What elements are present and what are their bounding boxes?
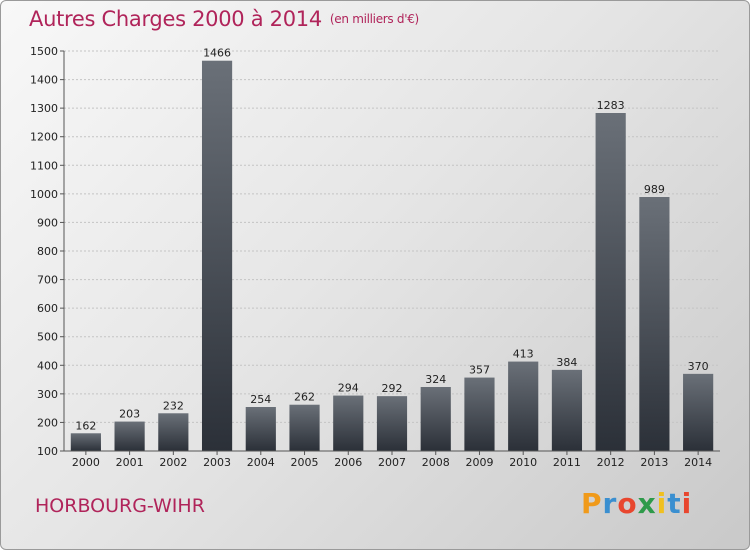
value-label-2012: 1283 <box>597 99 625 112</box>
y-tick-label: 100 <box>37 445 58 458</box>
bar-2000 <box>70 433 101 451</box>
y-tick-label: 300 <box>37 388 58 401</box>
x-tick-label-2014: 2014 <box>684 456 712 469</box>
chart-title-unit: (en milliers d'€) <box>329 12 419 26</box>
bar-2005 <box>289 404 320 451</box>
x-tick-label-2009: 2009 <box>465 456 493 469</box>
value-label-2003: 1466 <box>203 47 231 60</box>
bars: 162 203 232 1466 254 262 294 292 324 357 413 384 128… <box>70 47 714 451</box>
logo-letter: P <box>581 487 603 520</box>
x-tick-label-2000: 2000 <box>72 456 100 469</box>
chart-title: Autres Charges 2000 à 2014 (en milliers d… <box>29 7 419 31</box>
logo-letter: o <box>617 487 638 520</box>
y-axis: 100 200 300 400 500 600 700 800 900 1000 1100 1200 1… <box>30 45 65 458</box>
logo-letter: i <box>656 487 668 520</box>
bar-2008 <box>420 387 451 451</box>
value-label-2013: 989 <box>644 183 665 196</box>
x-tick-label-2003: 2003 <box>203 456 231 469</box>
bar-2001 <box>114 421 145 451</box>
y-tick-label: 1300 <box>30 102 58 115</box>
bar-2013 <box>639 197 670 451</box>
bar-2009 <box>464 377 495 451</box>
x-tick-label-2004: 2004 <box>247 456 275 469</box>
y-tick-label: 600 <box>37 302 58 315</box>
y-tick-label: 1400 <box>30 74 58 87</box>
proxiti-logo: Proxiti <box>581 487 692 520</box>
x-axis: 2000 2001 2002 2003 2004 2005 2006 2007 2008 2009… <box>64 450 720 469</box>
x-tick-label-2012: 2012 <box>597 456 625 469</box>
location-label: HORBOURG-WIHR <box>35 495 205 517</box>
value-label-2005: 262 <box>294 391 315 404</box>
y-tick-label: 400 <box>37 359 58 372</box>
y-tick-label: 700 <box>37 274 58 287</box>
x-tick-label-2006: 2006 <box>334 456 362 469</box>
x-tick-label-2013: 2013 <box>640 456 668 469</box>
logo-letter: x <box>637 487 657 520</box>
x-tick-label-2001: 2001 <box>116 456 144 469</box>
logo-letter: i <box>681 487 693 520</box>
y-tick-label: 500 <box>37 331 58 344</box>
value-label-2006: 294 <box>338 382 359 395</box>
value-label-2009: 357 <box>469 364 490 377</box>
bar-2012 <box>595 113 626 451</box>
bar-2010 <box>508 361 539 451</box>
x-tick-label-2011: 2011 <box>553 456 581 469</box>
bar-2004 <box>245 407 276 451</box>
logo-letter: t <box>667 487 682 520</box>
x-tick-label-2005: 2005 <box>291 456 319 469</box>
x-tick-label-2010: 2010 <box>509 456 537 469</box>
bar-2006 <box>333 395 364 451</box>
value-label-2002: 232 <box>163 399 184 412</box>
y-tick-label: 900 <box>37 216 58 229</box>
value-label-2011: 384 <box>556 356 577 369</box>
x-tick-label-2008: 2008 <box>422 456 450 469</box>
value-label-2001: 203 <box>119 408 140 421</box>
value-label-2004: 254 <box>250 393 271 406</box>
y-tick-label: 1500 <box>30 45 58 58</box>
value-label-2007: 292 <box>382 382 403 395</box>
y-tick-label: 800 <box>37 245 58 258</box>
logo-letter: r <box>602 487 618 520</box>
y-tick-label: 1200 <box>30 131 58 144</box>
bar-2011 <box>551 369 583 451</box>
y-tick-label: 200 <box>37 416 58 429</box>
y-tick-label: 1000 <box>30 188 58 201</box>
bar-2003 <box>201 60 233 451</box>
y-tick-label: 1100 <box>30 159 58 172</box>
value-label-2000: 162 <box>75 419 96 432</box>
x-tick-label-2002: 2002 <box>159 456 187 469</box>
bar-2014 <box>683 373 714 451</box>
value-label-2010: 413 <box>513 348 534 361</box>
value-label-2014: 370 <box>688 360 709 373</box>
bar-2007 <box>376 396 408 451</box>
x-tick-label-2007: 2007 <box>378 456 406 469</box>
bar-2002 <box>158 413 189 451</box>
chart-title-text: Autres Charges 2000 à 2014 <box>29 7 322 31</box>
value-label-2008: 324 <box>425 373 446 386</box>
